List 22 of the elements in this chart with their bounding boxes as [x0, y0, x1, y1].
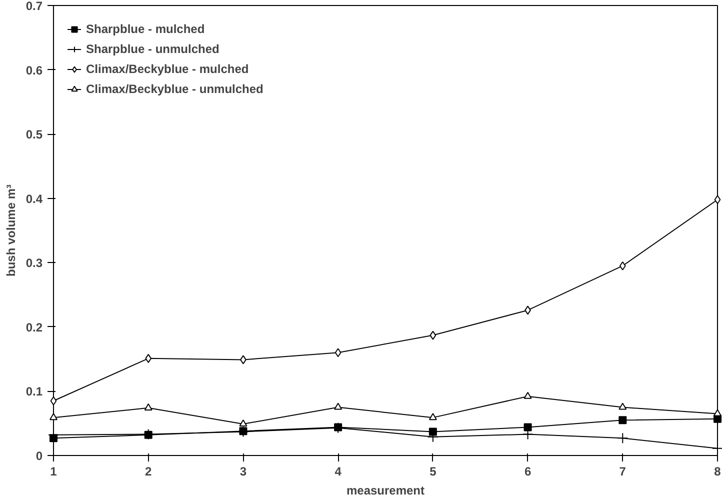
y-tick-label: 0.6 — [26, 63, 43, 78]
y-axis-title: bush volume m³ — [4, 184, 18, 277]
y-tick-label: 0.1 — [26, 384, 43, 399]
x-tick-label: 3 — [240, 464, 247, 478]
x-tick-label: 1 — [50, 464, 58, 478]
x-tick-label: 4 — [334, 464, 342, 478]
x-tick-label: 8 — [714, 464, 722, 478]
y-tick-label: 0.4 — [26, 192, 43, 206]
x-tick-label: 5 — [430, 464, 437, 478]
y-tick-label: 0 — [36, 449, 43, 463]
y-tick-label: 0.7 — [26, 0, 43, 13]
x-tick-label: 6 — [524, 464, 532, 478]
x-tick-label: 7 — [619, 464, 626, 478]
legend-label: Sharpblue - mulched — [86, 22, 205, 36]
x-tick-label: 2 — [145, 464, 152, 478]
legend-label: Climax/Beckyblue - unmulched — [86, 82, 264, 96]
legend-label: Sharpblue - unmulched — [86, 42, 220, 56]
y-tick-label: 0.2 — [26, 320, 43, 334]
y-tick-label: 0.5 — [26, 128, 43, 142]
y-tick-label: 0.3 — [26, 256, 43, 270]
legend-label: Climax/Beckyblue - mulched — [86, 62, 249, 76]
x-axis-title: measurement — [346, 484, 425, 498]
